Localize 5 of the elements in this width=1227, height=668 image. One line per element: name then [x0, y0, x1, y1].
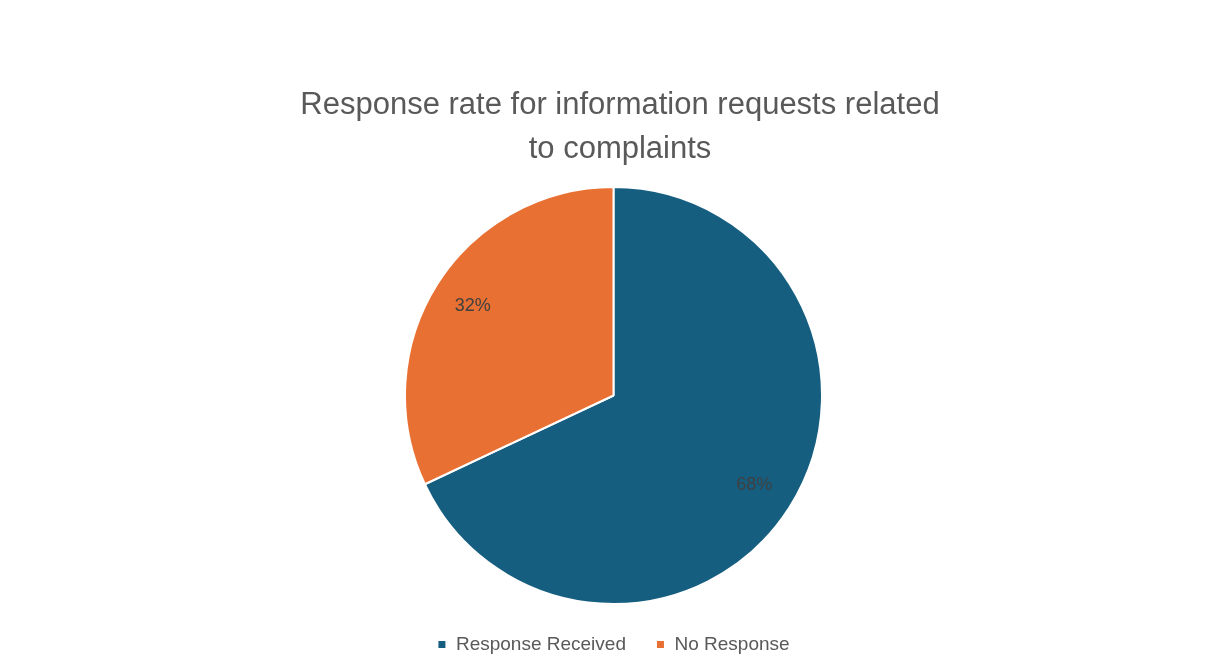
legend-label: No Response [674, 632, 790, 654]
chart-title: Response rate for information requests related to complaints [300, 85, 940, 167]
data-label: 68% [736, 473, 773, 494]
legend-label: Response Received [455, 632, 626, 654]
data-label: 32% [454, 295, 491, 316]
